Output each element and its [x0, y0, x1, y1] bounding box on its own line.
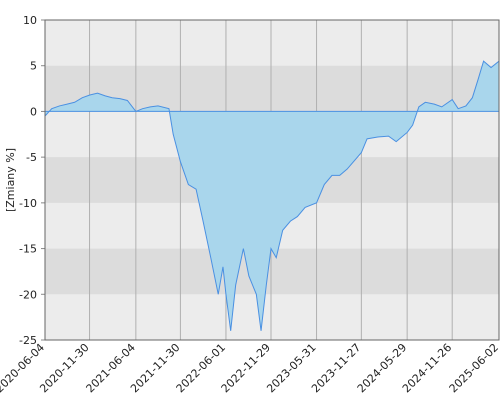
y-tick-label: 0 [30, 105, 37, 118]
y-tick-label: -10 [19, 197, 37, 210]
area [45, 61, 499, 331]
y-tick-label: -5 [26, 151, 37, 164]
band [45, 248, 499, 295]
y-tick-label: 5 [30, 60, 37, 73]
plot-frame [44, 19, 500, 341]
y-tick-label: -15 [19, 243, 37, 256]
y-tick-label: -20 [19, 288, 37, 301]
y-tick-label: 10 [23, 14, 37, 27]
x-tick-label: 2025-06-02 [447, 341, 500, 395]
y-tick-label: -25 [19, 334, 37, 347]
line [44, 60, 500, 331]
y-axis-label: [Zmiany %] [4, 148, 17, 212]
